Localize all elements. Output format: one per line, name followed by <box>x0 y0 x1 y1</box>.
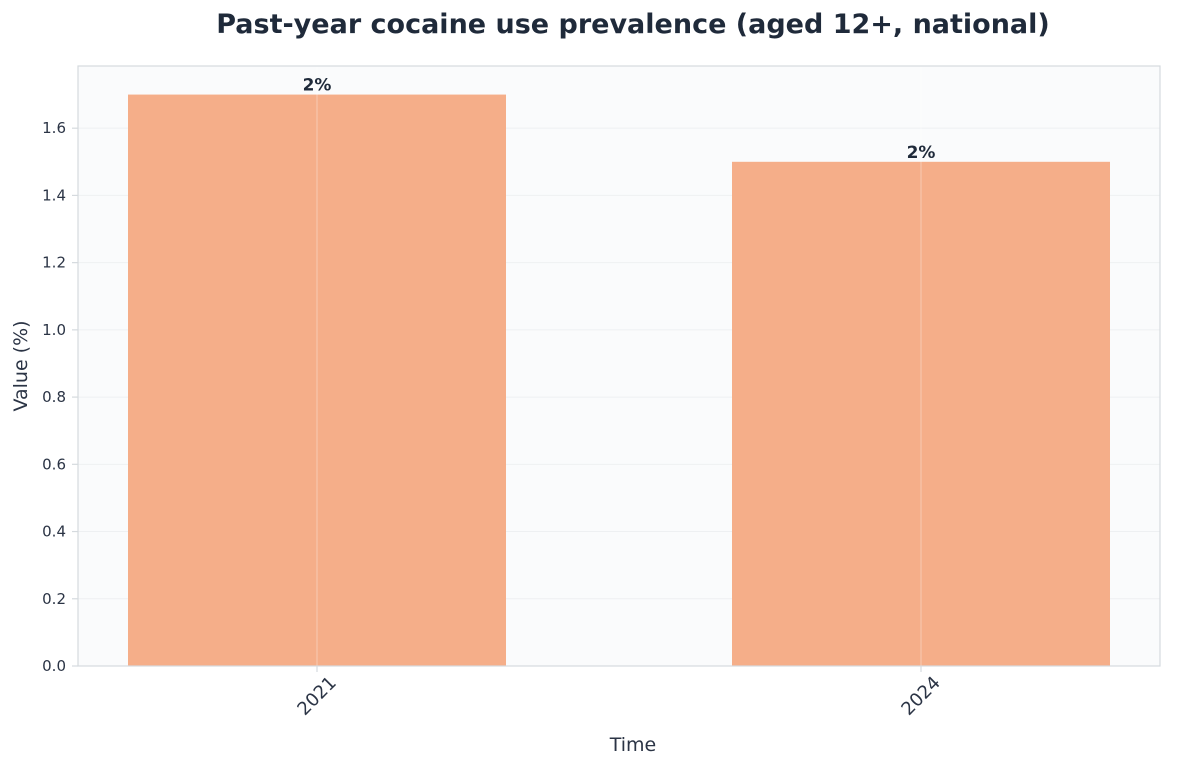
y-tick-label: 1.4 <box>42 186 66 204</box>
vertical-grid-lines <box>316 66 922 666</box>
y-tick-label: 1.6 <box>42 119 66 137</box>
x-axis-ticks: 2021 2024 <box>293 666 945 720</box>
y-tick-label: 0.2 <box>42 590 66 608</box>
chart-title: Past-year cocaine use prevalence (aged 1… <box>216 9 1050 40</box>
y-tick-label: 0.6 <box>42 455 66 473</box>
y-axis-ticks: 0.0 0.2 0.4 0.6 0.8 1.0 1.2 1.4 1.6 <box>42 119 78 675</box>
y-axis-label: Value (%) <box>10 320 32 411</box>
bar-2024 <box>732 161 1110 666</box>
data-labels: 2% 2% <box>303 76 936 163</box>
bars <box>128 94 1110 667</box>
y-tick-label: 1.0 <box>42 321 66 339</box>
bar-2021 <box>128 94 506 667</box>
x-axis-label: Time <box>609 734 657 756</box>
y-tick-label: 0.8 <box>42 388 66 406</box>
data-label: 2% <box>303 76 332 96</box>
plot-frame <box>77 65 1161 667</box>
y-tick-label: 0.4 <box>42 523 66 541</box>
data-label: 2% <box>907 143 936 163</box>
y-tick-label: 0.0 <box>42 657 66 675</box>
x-tick-label: 2021 <box>293 672 340 719</box>
x-tick-label: 2024 <box>897 672 944 719</box>
y-tick-label: 1.2 <box>42 254 66 272</box>
